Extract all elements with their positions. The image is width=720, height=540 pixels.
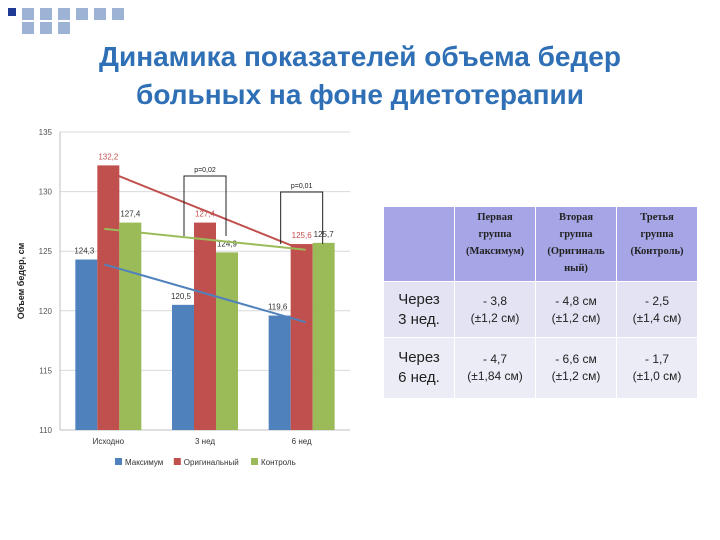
table-header-group-2: Вторая группа (Оригиналь ный) [535,206,617,282]
decoration-square [58,22,70,34]
table-cell: - 4,8 см (±1,2 см) [535,281,617,338]
data-label: 119,6 [268,303,288,312]
data-label: 127,4 [195,210,216,219]
x-tick-label: 3 нед [195,437,215,446]
bar-0-2 [268,315,291,430]
cell-deviation: (±1,84 см) [467,369,523,383]
header-line: (Оригиналь [547,246,605,257]
data-label: 132,2 [98,152,119,161]
y-tick-label: 115 [39,366,52,375]
cell-deviation: (±1,0 см) [632,369,682,383]
header-line: группа [640,229,674,240]
row-label-line: Через [398,290,440,308]
table-cell: - 4,7 (±1,84 см) [454,337,536,399]
bar-1-0 [97,165,120,430]
row-label-line: 6 нед. [398,369,440,386]
data-label: 127,4 [120,210,141,219]
table-row: Через 6 нед. - 4,7 (±1,84 см) - 6,6 см (… [383,337,698,399]
row-label: Через 3 нед. [383,281,455,338]
cell-change: - 4,8 см [555,293,597,308]
trendline-1 [103,169,307,253]
table-cell: - 1,7 (±1,0 см) [616,337,698,399]
significance-label: p=0,01 [291,183,313,190]
table-header-group-1: Первая группа (Максимум) [454,206,536,282]
header-line: Первая [477,212,513,223]
cell-deviation: (±1,2 см) [551,369,601,383]
cell-change: - 1,7 [644,352,669,366]
decoration-square [40,8,52,20]
cell-change: - 2,5 [644,293,669,308]
legend-swatch [173,458,181,465]
header-line: (Максимум) [465,246,525,257]
significance-bracket [280,191,324,244]
decoration-square [94,8,106,20]
slide-decoration [8,8,124,34]
table-cell: - 3,8 (±1,2 см) [454,281,536,338]
bar-1-2 [290,244,313,430]
row-label: Через 6 нед. [383,337,455,399]
header-line: (Контроль) [630,246,684,257]
bar-2-2 [312,242,335,430]
bar-0-1 [172,304,194,430]
data-label: 124,3 [74,247,95,256]
cell-change: - 6,6 см [555,352,597,366]
cell-deviation: (±1,2 см) [551,310,601,325]
slide-title-line-1: Динамика показателей объема бедер [99,41,621,72]
bar-1-1 [194,222,216,430]
x-tick-label: 6 нед [292,437,312,446]
decoration-square [22,22,34,34]
results-table: Первая группа (Максимум) Вторая группа (… [383,206,698,399]
table-cell: - 6,6 см (±1,2 см) [535,337,617,399]
table-header-row: Первая группа (Максимум) Вторая группа (… [383,206,698,282]
trendline-2 [104,227,306,251]
legend-label: Оригинальный [184,458,239,467]
data-label: 120,5 [171,292,192,301]
bar-2-1 [216,252,238,430]
slide-title-line-2: больных на фоне диетотерапии [136,79,584,110]
row-label-line: 3 нед. [398,310,440,328]
cell-change: - 3,8 [482,293,507,308]
legend-swatch [115,458,122,465]
legend-label: Контроль [261,458,296,467]
row-label-line: Через [398,349,440,366]
cell-change: - 4,7 [482,352,507,366]
significance-bracket [183,175,227,236]
header-line: Третья [640,212,674,223]
header-line: Вторая [558,212,594,223]
legend-swatch [251,458,258,465]
data-label: 125,7 [314,230,335,239]
decoration-square [76,8,88,20]
y-tick-label: 125 [39,247,53,256]
y-axis-title: Объем бедер, см [16,242,26,319]
bar-0-0 [75,259,98,430]
significance-label: p=0,02 [194,167,216,174]
table-row: Через 3 нед. - 3,8 (±1,2 см) - 4,8 см (±… [383,281,698,338]
table-header-corner [383,206,455,282]
bar-2-0 [119,222,142,430]
header-line: группа [478,229,512,240]
table-cell: - 2,5 (±1,4 см) [616,281,698,338]
cell-deviation: (±1,4 см) [632,310,682,325]
y-tick-label: 130 [39,188,53,197]
cell-deviation: (±1,2 см) [470,310,520,325]
header-line: ный) [564,263,588,274]
y-tick-label: 120 [39,307,53,316]
header-line: группа [559,229,593,240]
trendline-0 [104,263,306,324]
y-tick-label: 135 [39,128,53,137]
decoration-square [22,8,34,20]
decoration-square [8,8,16,16]
slide-title: Динамика показателей объема бедер больны… [20,38,700,114]
y-tick-label: 110 [39,426,52,435]
data-label: 124,9 [217,239,238,248]
decoration-square [58,8,70,20]
decoration-square [40,22,52,34]
bar-chart: 110 115 120 125 130 135 Объем бедер, см 124,3 13… [0,120,365,480]
decoration-square [112,8,124,20]
data-label: 125,6 [292,231,313,240]
x-tick-label: Исходно [93,437,125,446]
legend-label: Максимум [125,458,163,467]
table-header-group-3: Третья группа (Контроль) [616,206,698,282]
